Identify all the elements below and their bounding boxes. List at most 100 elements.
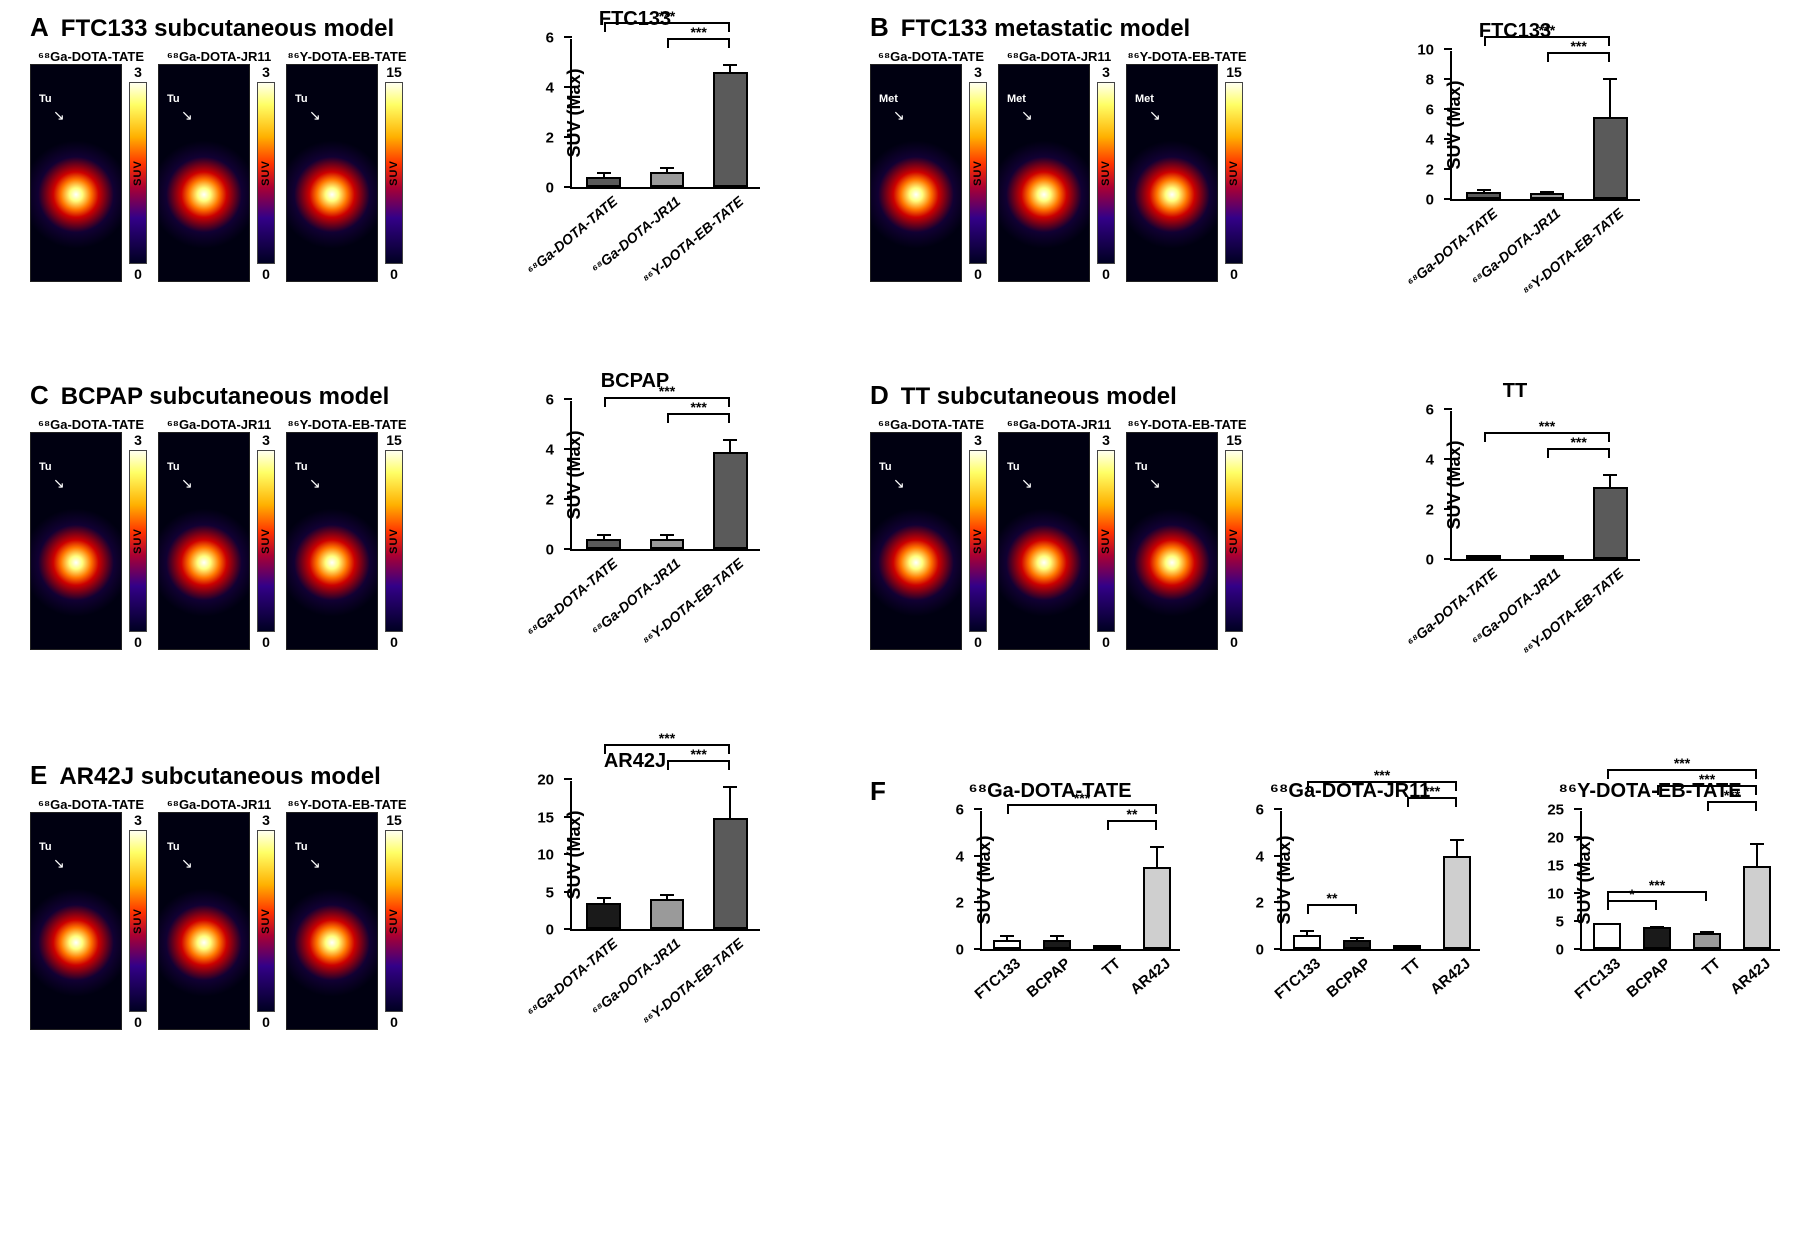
chart-bar [586, 903, 621, 929]
chart-bar [713, 818, 748, 929]
colorbar-max: 3 [262, 432, 270, 448]
ytick-label: 2 [546, 492, 554, 509]
scan-B-0: ⁶⁸Ga-DOTA-TATEMet↘3SUV0 [870, 49, 992, 282]
ytick: 25 [1574, 808, 1582, 810]
chart-bar [650, 899, 685, 929]
error-bar [603, 534, 605, 542]
xtick-label: TT [1699, 955, 1724, 980]
colorbar-suv-label: SUV [132, 908, 144, 934]
ytick-label: 0 [546, 922, 554, 939]
chart-ylabel: SUV (Max) [1444, 80, 1465, 169]
xtick-label: BCPAP [1324, 955, 1374, 1001]
chart-plot: SUV (Max)0510152025FTC133BCPAPTTAR42J***… [1580, 811, 1780, 951]
scan-tracer-label: ⁶⁸Ga-DOTA-TATE [38, 417, 144, 432]
scan-tracer-label: ⁸⁶Y-DOTA-EB-TATE [287, 49, 406, 64]
error-bar [603, 172, 605, 180]
colorbar-max: 3 [262, 812, 270, 828]
significance-bracket: *** [667, 760, 730, 762]
ytick: 2 [974, 901, 982, 903]
tumor-label: Tu [167, 93, 180, 105]
colorbar-max: 15 [386, 812, 402, 828]
significance-bracket: *** [667, 38, 730, 40]
significance-label: *** [1424, 783, 1440, 799]
scan-tracer-label: ⁶⁸Ga-DOTA-JR11 [167, 417, 271, 432]
ytick: 2 [564, 136, 572, 138]
ytick: 0 [564, 548, 572, 550]
significance-bracket: *** [1607, 769, 1757, 771]
chart-bar [1293, 935, 1321, 949]
pet-scan-image: Tu↘ [998, 432, 1090, 650]
ytick: 0 [1274, 948, 1282, 950]
tumor-label: Tu [1135, 461, 1148, 473]
significance-bracket: *** [667, 413, 730, 415]
error-bar [666, 894, 668, 902]
colorbar: SUV [129, 830, 147, 1012]
panel-d: DTT subcutaneous model⁶⁸Ga-DOTA-TATETu↘3… [870, 380, 1248, 650]
scan-tracer-label: ⁸⁶Y-DOTA-EB-TATE [287, 797, 406, 812]
ytick-label: 4 [546, 442, 554, 459]
chart-bar [1643, 927, 1671, 949]
chart-title: TT [1400, 380, 1630, 403]
panel-A-label: A [30, 12, 49, 43]
colorbar: SUV [1097, 82, 1115, 264]
ytick-label: 6 [1426, 102, 1434, 119]
chart-plot: SUV (Max)0246⁶⁸Ga-DOTA-TATE⁶⁸Ga-DOTA-JR1… [570, 401, 760, 551]
chart-plot: SUV (Max)0246⁶⁸Ga-DOTA-TATE⁶⁸Ga-DOTA-JR1… [1450, 411, 1640, 561]
colorbar-suv-label: SUV [1100, 528, 1112, 554]
ytick: 15 [564, 816, 572, 818]
xtick-label: TT [1399, 955, 1424, 980]
error-bar [666, 167, 668, 175]
arrow-icon: ↘ [1021, 475, 1033, 492]
pet-scan-image: Met↘ [1126, 64, 1218, 282]
significance-bracket: *** [1484, 432, 1611, 434]
ytick-label: 4 [1426, 452, 1434, 469]
ytick: 0 [974, 948, 982, 950]
tumor-label: Tu [879, 461, 892, 473]
colorbar-suv-label: SUV [388, 160, 400, 186]
ytick: 6 [564, 36, 572, 38]
ytick-label: 10 [537, 847, 554, 864]
colorbar-max: 3 [134, 812, 142, 828]
significance-bracket: * [1607, 900, 1657, 902]
error-bar [1609, 474, 1611, 489]
colorbar: SUV [385, 82, 403, 264]
chart-f-gatate: ⁶⁸Ga-DOTA-TATESUV (Max)0246FTC133BCPAPTT… [930, 780, 1180, 951]
arrow-icon: ↘ [893, 107, 905, 124]
panel-D-title: TT subcutaneous model [901, 383, 1177, 411]
chart-ar42j: AR42JSUV (Max)05101520⁶⁸Ga-DOTA-TATE⁶⁸Ga… [520, 750, 760, 931]
arrow-icon: ↘ [893, 475, 905, 492]
significance-label: *** [1074, 790, 1090, 806]
colorbar: SUV [385, 450, 403, 632]
ytick-label: 2 [1256, 895, 1264, 912]
tumor-label: Tu [1007, 461, 1020, 473]
significance-label: *** [1374, 767, 1390, 783]
significance-bracket: ** [1107, 820, 1157, 822]
ytick-label: 10 [1417, 42, 1434, 59]
chart-ylabel: SUV (Max) [1274, 835, 1295, 924]
pet-scan-image: Tu↘ [158, 812, 250, 1030]
tumor-label: Met [1135, 93, 1154, 105]
error-bar [603, 897, 605, 905]
scan-D-0: ⁶⁸Ga-DOTA-TATETu↘3SUV0 [870, 417, 992, 650]
arrow-icon: ↘ [53, 107, 65, 124]
arrow-icon: ↘ [1021, 107, 1033, 124]
chart-plot: SUV (Max)0246810⁶⁸Ga-DOTA-TATE⁶⁸Ga-DOTA-… [1450, 51, 1640, 201]
error-bar [1606, 923, 1608, 925]
error-bar [1656, 926, 1658, 929]
error-bar [1483, 555, 1485, 558]
arrow-icon: ↘ [309, 107, 321, 124]
ytick: 0 [564, 186, 572, 188]
colorbar-suv-label: SUV [388, 908, 400, 934]
significance-label: *** [690, 746, 706, 762]
error-bar [729, 64, 731, 74]
pet-scan-image: Tu↘ [158, 64, 250, 282]
scan-C-1: ⁶⁸Ga-DOTA-JR11Tu↘3SUV0 [158, 417, 280, 650]
ytick: 2 [1444, 168, 1452, 170]
chart-f-ebtate: ⁸⁶Y-DOTA-EB-TATESUV (Max)0510152025FTC13… [1530, 780, 1780, 951]
scan-tracer-label: ⁶⁸Ga-DOTA-TATE [878, 417, 984, 432]
scan-C-0: ⁶⁸Ga-DOTA-TATETu↘3SUV0 [30, 417, 152, 650]
significance-label: *** [1649, 877, 1665, 893]
arrow-icon: ↘ [309, 475, 321, 492]
tumor-label: Tu [39, 461, 52, 473]
xtick-label: BCPAP [1624, 955, 1674, 1001]
